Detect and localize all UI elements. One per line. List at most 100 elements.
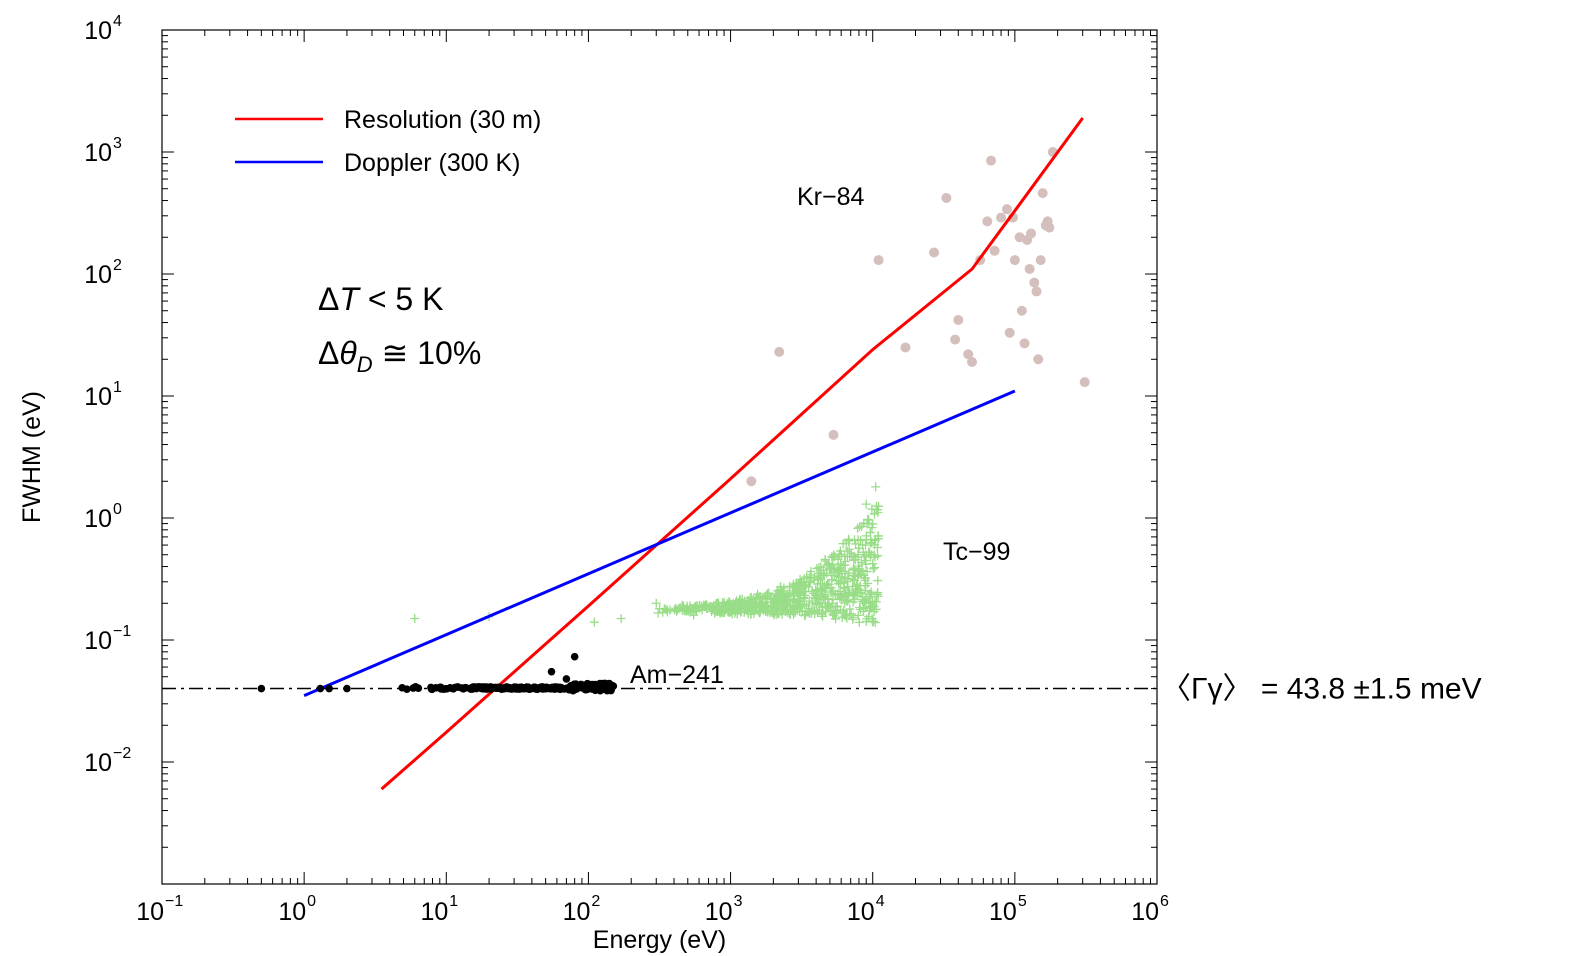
am241-point bbox=[547, 667, 556, 676]
tc99-point bbox=[774, 595, 784, 605]
tc99-point bbox=[812, 563, 822, 573]
kr84-point bbox=[1035, 255, 1046, 266]
tc99-point bbox=[860, 540, 870, 550]
x-tick-label-exponent: 1 bbox=[449, 893, 458, 910]
am241-point bbox=[403, 685, 411, 693]
x-tick-label: 10 bbox=[278, 898, 306, 926]
tc99-point bbox=[844, 544, 854, 554]
tc99-point bbox=[841, 538, 851, 548]
x-tick-label-exponent: 4 bbox=[876, 893, 885, 910]
kr84-point bbox=[963, 349, 974, 360]
tc99-point bbox=[700, 601, 710, 611]
annotation-delta-t: ΔT < 5 K bbox=[318, 281, 443, 317]
y-tick-label-exponent: −1 bbox=[113, 623, 131, 640]
tc99-point bbox=[804, 603, 814, 613]
legend: Resolution (30 m) Doppler (300 K) bbox=[235, 106, 541, 177]
tc99-point bbox=[842, 546, 852, 556]
tc99-point bbox=[864, 515, 874, 525]
tc99-point bbox=[811, 599, 821, 609]
tc99-point bbox=[829, 610, 839, 620]
tc99-point bbox=[780, 606, 790, 616]
reference-line-label: 〈Γγ〉 = 43.8 ±1.5 meV bbox=[1161, 673, 1482, 706]
y-tick-label-exponent: 1 bbox=[113, 379, 122, 396]
tc99-point bbox=[758, 600, 768, 610]
tc99-point bbox=[735, 605, 745, 615]
tc99-point bbox=[651, 598, 661, 608]
y-tick-label: 10 bbox=[84, 627, 112, 655]
tc99-point bbox=[843, 574, 853, 584]
tc99-point bbox=[832, 601, 842, 611]
am241-point bbox=[560, 685, 569, 693]
x-tick-label: 10 bbox=[847, 898, 875, 926]
annotation-delta-theta-subscript: D bbox=[357, 352, 373, 377]
tc99-point bbox=[853, 550, 863, 560]
tc99-point bbox=[854, 617, 864, 627]
kr84-point bbox=[1004, 327, 1015, 338]
am241-point bbox=[519, 684, 528, 693]
y-tick-label-exponent: 4 bbox=[113, 13, 122, 30]
tc99-point bbox=[817, 585, 827, 595]
y-tick-label: 10 bbox=[84, 749, 112, 777]
tc99-point bbox=[815, 605, 825, 615]
tc99-point bbox=[842, 610, 852, 620]
annotation-delta-theta: ΔθD ≅ 10% bbox=[318, 335, 481, 377]
am241-point bbox=[580, 683, 589, 692]
tc99-point bbox=[860, 595, 870, 605]
am241-point bbox=[570, 681, 579, 690]
kr84-point bbox=[1009, 255, 1020, 266]
tc99-point bbox=[870, 552, 880, 562]
kr84-point bbox=[900, 342, 911, 353]
tc99-point bbox=[837, 572, 847, 582]
tc99-point bbox=[870, 563, 880, 573]
tc99-point bbox=[711, 599, 721, 609]
tc99-point bbox=[675, 603, 685, 613]
tc99-point bbox=[868, 564, 878, 574]
tc99-point bbox=[805, 570, 815, 580]
tc99-point bbox=[853, 610, 863, 620]
tc99-point bbox=[816, 565, 826, 575]
tc99-point bbox=[804, 596, 814, 606]
annotation-delta-t-symbol: T bbox=[339, 281, 361, 317]
tc99-point bbox=[862, 567, 872, 577]
am241-point bbox=[528, 684, 536, 693]
tc99-point bbox=[795, 574, 805, 584]
x-tick-label-exponent: 5 bbox=[1018, 893, 1027, 910]
tc99-point bbox=[788, 594, 798, 604]
kr84-point bbox=[986, 155, 997, 166]
annotation-delta-t-prefix: Δ bbox=[318, 281, 339, 317]
tc99-point bbox=[836, 550, 846, 560]
kr84-point bbox=[1079, 377, 1090, 388]
tc99-point bbox=[783, 596, 793, 606]
series-label-tc99: Tc−99 bbox=[943, 538, 1010, 566]
kr84-point bbox=[828, 429, 839, 440]
kr84-point bbox=[873, 255, 884, 266]
am241-point bbox=[494, 684, 503, 693]
tc99-point bbox=[826, 605, 836, 615]
y-tick-label-exponent: 3 bbox=[113, 135, 122, 152]
kr84-point bbox=[953, 314, 964, 325]
tc99-point bbox=[855, 604, 865, 614]
plot-area bbox=[162, 117, 1157, 791]
x-tick-label: 10 bbox=[563, 898, 591, 926]
tc99-point bbox=[819, 593, 829, 603]
x-axis-label: Energy (eV) bbox=[593, 926, 726, 954]
tc99-point bbox=[806, 608, 816, 618]
am241-point bbox=[596, 681, 605, 690]
tc99-point bbox=[726, 606, 736, 616]
tc99-point bbox=[828, 595, 838, 605]
am241-point bbox=[607, 681, 616, 690]
tc99-point bbox=[797, 606, 807, 616]
tc99-point bbox=[790, 582, 800, 592]
tc99-point bbox=[850, 576, 860, 586]
tc99-point bbox=[873, 534, 883, 544]
tc99-point bbox=[826, 588, 836, 598]
y-tick-label-exponent: 0 bbox=[113, 501, 122, 518]
tc99-point bbox=[853, 523, 863, 533]
kr84-point bbox=[967, 356, 978, 367]
tc99-point bbox=[684, 606, 694, 616]
kr84-point bbox=[941, 192, 952, 203]
legend-label-doppler: Doppler (300 K) bbox=[344, 149, 520, 177]
am241-point bbox=[570, 652, 579, 661]
